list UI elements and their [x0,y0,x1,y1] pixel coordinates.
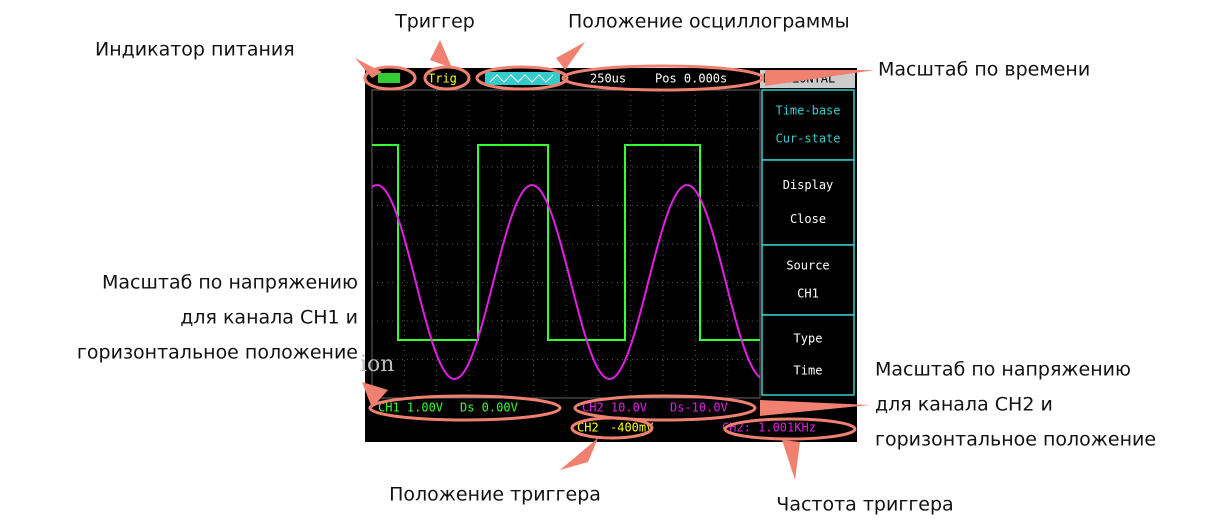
menu-text: Time [794,364,823,378]
menu-text: Type [794,332,823,346]
ch1-offset: Ds 0.00V [460,401,518,415]
menu-text: Time-base [775,104,840,118]
annotation: Триггер [394,11,475,33]
annotation: Масштаб по напряжению [102,272,358,294]
menu-text: Cur-state [775,132,840,146]
menu-box [762,315,854,395]
stray-text: ion [360,352,394,377]
menu-box [762,160,854,245]
annotation: Частота триггера [776,494,953,516]
menu-text: Source [786,259,829,273]
arrow [430,40,452,68]
annotation: для канала CH1 и [180,307,358,329]
annotation: для канала CH2 и [875,394,1053,416]
ch2-offset: Ds-10.0V [670,401,728,415]
arrow [782,440,800,480]
diagram: Trig 250us Pos 0.000s HORIZONTAL Time-ba… [0,0,1225,520]
menu-text: Close [790,212,826,226]
menu-box [762,90,854,160]
ch2-volts: CH2 10.0V [582,401,647,415]
annotation: Масштаб по времени [878,59,1090,81]
annotation: горизонтальное положение [875,429,1156,451]
trigger-wave-icon [485,72,560,85]
annotation: горизонтальное положение [77,342,358,364]
annotation: Положение осциллограммы [568,11,850,33]
battery [378,73,400,83]
annotation: Индикатор питания [95,39,295,61]
annotation: Масштаб по напряжению [875,359,1131,381]
position: Pos 0.000s [655,72,727,86]
annotation: Положение триггера [389,484,601,506]
trig-label: Trig [428,72,457,86]
arrow [560,438,598,470]
arrow [556,42,585,70]
ch1-volts: CH1 1.00V [378,401,443,415]
time-base: 250us [590,72,626,86]
menu-text: CH1 [797,287,819,301]
menu-text: Display [783,178,834,192]
menu-box [762,245,854,315]
menu: Time-base Cur-state Display Close Source CH1 T… [762,90,854,395]
